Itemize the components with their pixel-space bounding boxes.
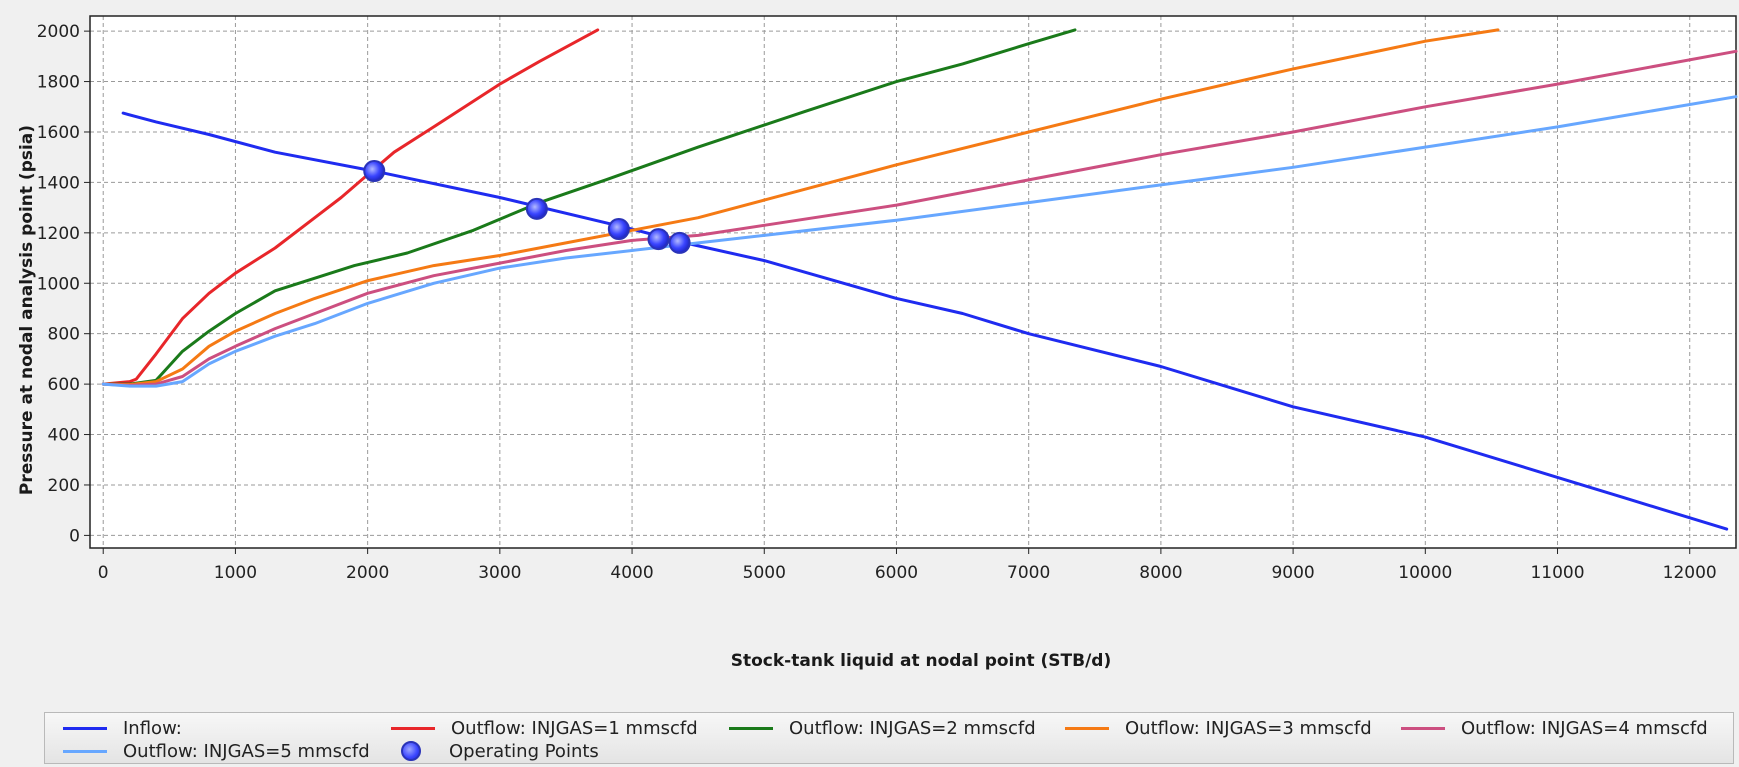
series-line-5: [101, 95, 1738, 388]
y-tick-label: 2000: [37, 22, 80, 42]
chart-svg: 0 1000 2000 3000 4000 5000 6000 7000 8000 9000 100…: [17, 15, 1738, 671]
legend-swatch-outflow-2: [729, 726, 773, 730]
legend-label-outflow-3: Outflow: INJGAS=3 mmscfd: [1125, 717, 1372, 739]
x-tick-label: 10000: [1398, 563, 1452, 583]
y-tick-label: 1800: [37, 73, 80, 93]
x-tick-label: 8000: [1139, 563, 1182, 583]
y-tick-label: 1400: [37, 173, 80, 193]
series-line-0: [121, 111, 1729, 531]
y-tick-label: 400: [48, 426, 80, 446]
operating-point: [668, 231, 691, 254]
y-tick-label: 0: [69, 526, 80, 546]
x-tick-label: 9000: [1271, 563, 1314, 583]
y-tick-label: 1600: [37, 123, 80, 143]
series-line-4: [101, 49, 1738, 387]
legend-swatch-outflow-3: [1065, 726, 1109, 730]
plot-frame: [89, 15, 1737, 549]
series-layer: [101, 28, 1738, 531]
legend-label-outflow-4: Outflow: INJGAS=4 mmscfd: [1461, 717, 1708, 739]
x-tick-label: 3000: [478, 563, 521, 583]
legend-item-inflow: Inflow:: [63, 716, 182, 740]
x-tick-label: 4000: [610, 563, 653, 583]
legend-item-outflow-2: Outflow: INJGAS=2 mmscfd: [729, 716, 1036, 740]
nodal-analysis-chart: 0 1000 2000 3000 4000 5000 6000 7000 8000 9000 100…: [17, 15, 1738, 671]
y-tick-label: 800: [48, 325, 80, 345]
series-line-3: [101, 28, 1500, 387]
operating-point: [363, 160, 386, 183]
x-tick-label: 1000: [214, 563, 257, 583]
legend-label-operating-points: Operating Points: [449, 740, 599, 762]
legend-swatch-outflow-5: [63, 749, 107, 753]
legend-label-outflow-2: Outflow: INJGAS=2 mmscfd: [789, 717, 1036, 739]
x-tick-label: 12000: [1663, 563, 1717, 583]
x-axis-label: Stock-tank liquid at nodal point (STB/d): [731, 651, 1111, 671]
operating-point: [525, 197, 548, 220]
operating-point: [607, 218, 630, 241]
legend-swatch-outflow-1: [391, 726, 435, 730]
legend-label-outflow-1: Outflow: INJGAS=1 mmscfd: [451, 717, 698, 739]
y-tick-label: 1200: [37, 224, 80, 244]
y-axis-label: Pressure at nodal analysis point (psia): [17, 125, 37, 495]
y-tick-label: 1000: [37, 274, 80, 294]
y-tick-label: 600: [48, 375, 80, 395]
axis-layer: 0 1000 2000 3000 4000 5000 6000 7000 8000 9000 100…: [37, 15, 1737, 583]
legend-marker-operating-points: [401, 741, 421, 761]
legend-item-outflow-3: Outflow: INJGAS=3 mmscfd: [1065, 716, 1372, 740]
legend-swatch-outflow-4: [1401, 726, 1445, 730]
operating-points-layer: [363, 160, 691, 254]
legend-label-outflow-5: Outflow: INJGAS=5 mmscfd: [123, 740, 370, 762]
operating-point: [647, 228, 670, 251]
legend-item-outflow-5: Outflow: INJGAS=5 mmscfd: [63, 739, 370, 763]
x-tick-label: 5000: [743, 563, 786, 583]
legend-item-operating-points: Operating Points: [391, 739, 599, 763]
legend-item-outflow-4: Outflow: INJGAS=4 mmscfd: [1401, 716, 1708, 740]
series-line-2: [101, 28, 1077, 386]
x-tick-label: 7000: [1007, 563, 1050, 583]
chart-legend: Inflow: Outflow: INJGAS=1 mmscfd Outflow…: [44, 712, 1734, 764]
x-tick-label: 0: [98, 563, 109, 583]
y-tick-label: 200: [48, 476, 80, 496]
x-tick-label: 11000: [1530, 563, 1584, 583]
x-tick-label: 6000: [875, 563, 918, 583]
x-tick-label: 2000: [346, 563, 389, 583]
legend-item-outflow-1: Outflow: INJGAS=1 mmscfd: [391, 716, 698, 740]
legend-label-inflow: Inflow:: [123, 717, 182, 739]
legend-swatch-inflow: [63, 726, 107, 730]
series-line-1: [101, 28, 600, 386]
